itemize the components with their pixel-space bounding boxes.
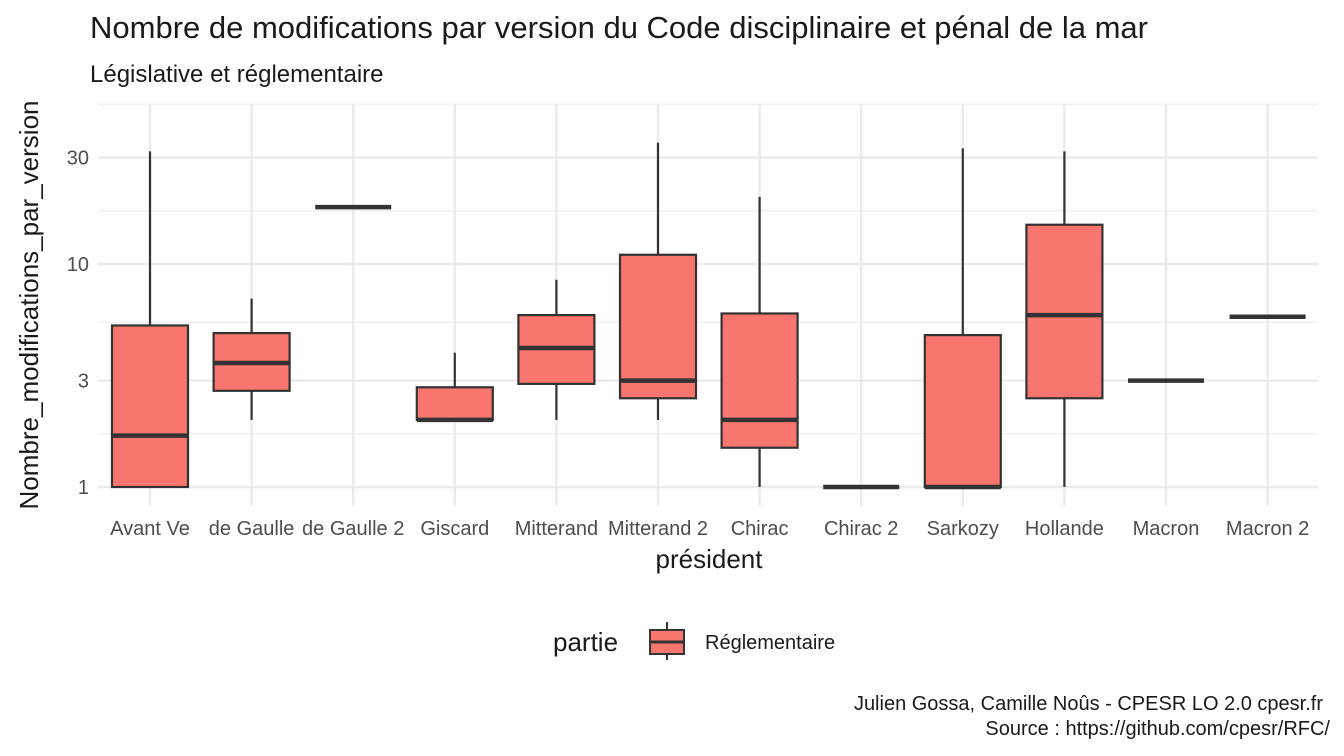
x-tick-label: Mitterand — [515, 518, 598, 540]
x-tick-label: Giscard — [420, 518, 489, 540]
x-tick-label: Sarkozy — [927, 518, 999, 540]
boxes — [110, 142, 1306, 490]
x-tick-label: Hollande — [1025, 518, 1104, 540]
x-tick-label: Macron — [1133, 518, 1200, 540]
y-axis-ticks: 1 3 10 30 — [67, 148, 89, 499]
box-mitterand-2 — [618, 142, 698, 420]
box-iqr — [1025, 223, 1104, 400]
box-giscard — [415, 352, 494, 423]
y-axis-title: Nombre_modifications_par_version — [14, 101, 44, 510]
y-tick-label: 1 — [78, 477, 89, 499]
chart-title: Nombre de modifications par version du C… — [90, 10, 1148, 45]
legend: partie Réglementaire — [553, 622, 835, 660]
x-tick-label: Chirac 2 — [824, 518, 898, 540]
box-iqr — [415, 386, 494, 421]
box-chirac — [720, 196, 799, 487]
caption-source: Source : https://github.com/cpesr/RFC/ — [985, 718, 1330, 740]
x-axis-title: président — [656, 544, 764, 574]
legend-title: partie — [553, 627, 618, 657]
legend-label: Réglementaire — [705, 632, 835, 654]
box-iqr — [720, 312, 799, 449]
x-tick-label: Mitterand 2 — [608, 518, 708, 540]
x-tick-label: Avant Ve — [110, 518, 190, 540]
y-tick-label: 30 — [67, 148, 89, 170]
y-tick-label: 3 — [78, 371, 89, 393]
box-iqr — [110, 324, 190, 489]
caption-authors: Julien Gossa, Camille Noûs - CPESR LO 2.… — [854, 693, 1323, 715]
x-tick-label: de Gaulle — [209, 518, 295, 540]
box-iqr — [618, 253, 698, 400]
box-iqr — [923, 333, 1002, 489]
box-de-gaulle — [212, 298, 291, 420]
box-hollande — [1025, 151, 1104, 487]
box-sarkozy — [923, 148, 1002, 490]
x-tick-label: de Gaulle 2 — [302, 518, 404, 540]
box-mitterand — [517, 279, 596, 420]
x-tick-label: Chirac — [731, 518, 789, 540]
box-avant-ve — [110, 151, 190, 489]
chart-subtitle: Législative et réglementaire — [90, 61, 384, 88]
grid — [98, 103, 1318, 506]
x-tick-label: Macron 2 — [1226, 518, 1309, 540]
x-axis-ticks: Avant Ve de Gaulle de Gaulle 2 Giscard Mitte… — [110, 518, 1309, 540]
y-tick-label: 10 — [67, 254, 89, 276]
